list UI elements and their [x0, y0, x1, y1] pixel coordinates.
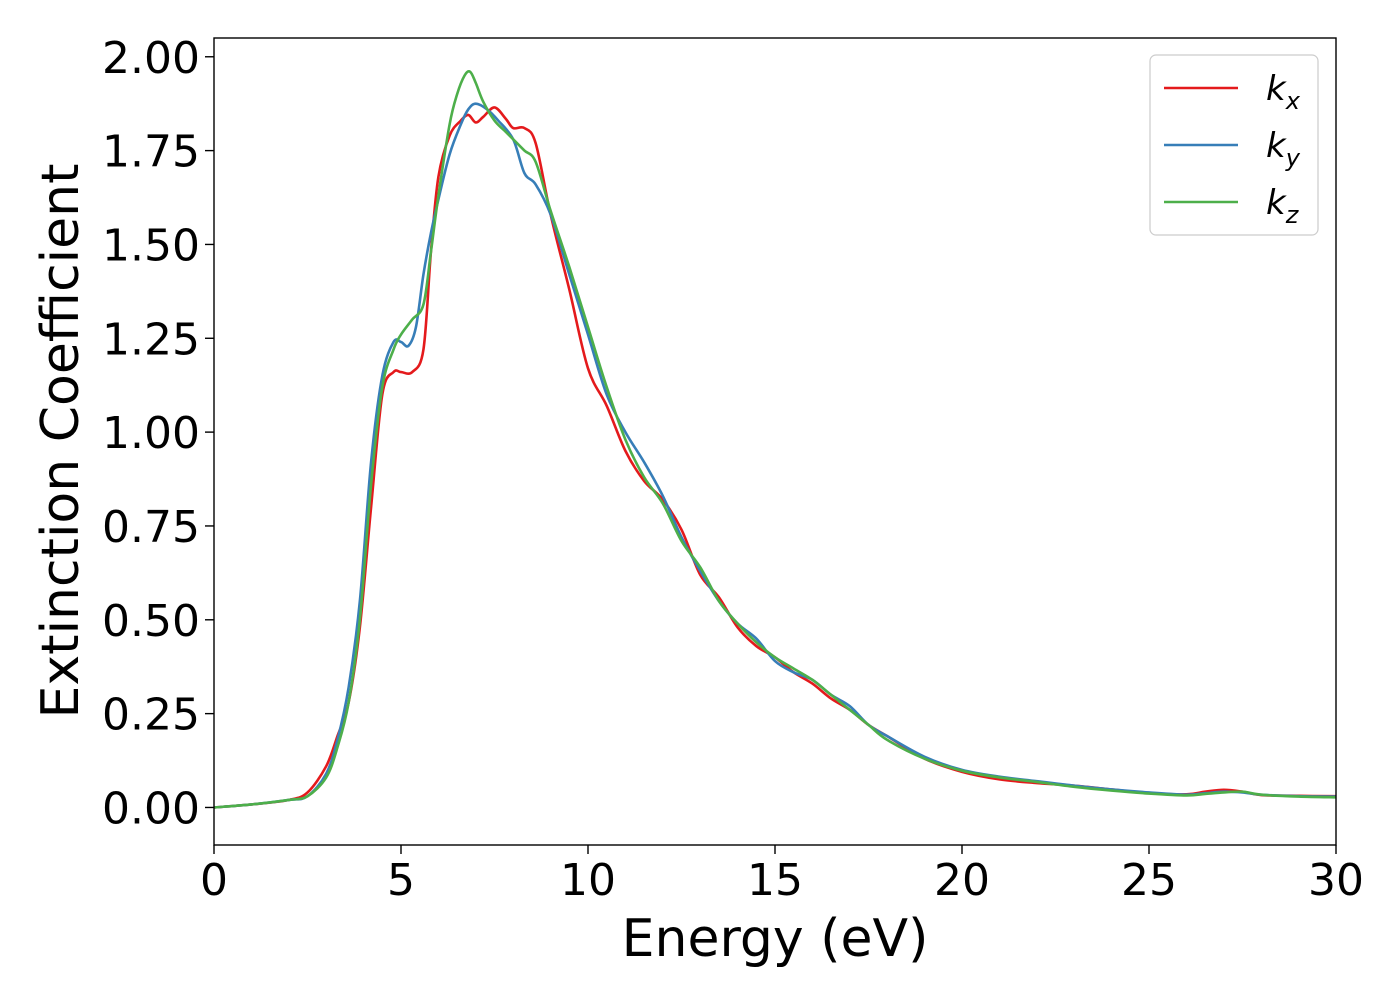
- x-tick-label: 15: [747, 855, 803, 906]
- legend-subscript: y: [1285, 144, 1301, 172]
- x-tick-label: 25: [1121, 855, 1177, 906]
- y-axis-ticks: 0.00 0.25 0.50 0.75 1.00 1.25 1.50 1.75 2.00: [102, 33, 214, 834]
- series-line-kz: [214, 70, 1336, 809]
- y-tick-label: 0.00: [102, 783, 200, 834]
- y-tick-label: 2.00: [102, 33, 200, 84]
- y-tick-label: 1.00: [102, 408, 200, 459]
- y-tick-label: 1.25: [102, 314, 200, 365]
- x-tick-label: 5: [387, 855, 415, 906]
- y-axis-label: Extinction Coefficient: [31, 164, 91, 719]
- y-tick-label: 0.25: [102, 690, 200, 741]
- y-tick-label: 1.75: [102, 127, 200, 178]
- x-tick-label: 10: [560, 855, 616, 906]
- y-tick-label: 0.50: [102, 596, 200, 647]
- x-axis-label: Energy (eV): [622, 909, 929, 969]
- x-tick-label: 20: [934, 855, 990, 906]
- series-layer: [214, 70, 1336, 809]
- y-tick-label: 1.50: [102, 220, 200, 271]
- legend-subscript: x: [1285, 87, 1301, 115]
- legend-subscript: z: [1285, 201, 1300, 229]
- y-tick-label: 0.75: [102, 502, 200, 553]
- x-axis-ticks: 0 5 10 15 20 25 30: [200, 845, 1364, 906]
- x-tick-label: 0: [200, 855, 228, 906]
- x-tick-label: 30: [1308, 855, 1364, 906]
